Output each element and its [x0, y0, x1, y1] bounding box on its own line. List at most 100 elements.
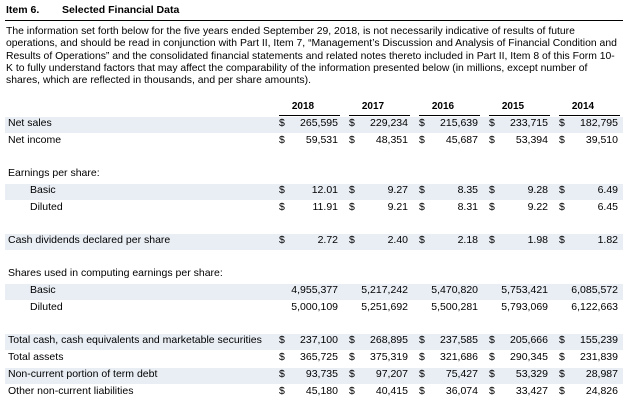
cell-value: 11.91: [312, 201, 339, 213]
currency-sign: $: [419, 117, 425, 129]
cell-value: 24,826: [585, 385, 618, 397]
cell-value: 2.40: [387, 234, 408, 246]
cell-value: 155,239: [580, 334, 618, 346]
currency-sign: $: [279, 334, 285, 346]
currency-sign: $: [489, 134, 495, 146]
currency-sign: $: [559, 368, 565, 380]
section-title: Selected Financial Data: [62, 4, 180, 16]
cell-value: 6.45: [597, 201, 618, 213]
currency-sign: $: [349, 234, 355, 246]
cell-value: 4,955,377: [291, 284, 338, 296]
cell-value: 97,207: [375, 368, 408, 380]
row-label: Cash dividends declared per share: [8, 234, 171, 246]
cell-value: 1.82: [597, 234, 618, 246]
cell-value: 365,725: [300, 351, 338, 363]
cell-value: 9.28: [527, 184, 548, 196]
cell-value: 5,000,109: [291, 301, 338, 313]
column-year: 2016: [431, 101, 455, 112]
currency-sign: $: [279, 234, 285, 246]
cell-value: 53,329: [515, 368, 548, 380]
currency-sign: $: [559, 201, 565, 213]
currency-sign: $: [489, 184, 495, 196]
cell-value: 5,753,421: [501, 284, 548, 296]
cell-value: 233,715: [510, 117, 548, 129]
row-shade: [5, 234, 623, 250]
currency-sign: $: [279, 134, 285, 146]
currency-sign: $: [489, 385, 495, 397]
currency-sign: $: [279, 184, 285, 196]
cell-value: 45,180: [305, 385, 338, 397]
column-year: 2015: [501, 101, 525, 112]
cell-value: 39,510: [585, 134, 618, 146]
row-label: Basic: [30, 184, 56, 196]
row-shade: [5, 284, 623, 300]
row-label: Net income: [8, 134, 62, 146]
row-shade: [5, 368, 623, 384]
currency-sign: $: [349, 117, 355, 129]
cell-value: 268,895: [370, 334, 408, 346]
currency-sign: $: [419, 201, 425, 213]
cell-value: 36,074: [445, 385, 478, 397]
currency-sign: $: [419, 368, 425, 380]
cell-value: 205,666: [510, 334, 548, 346]
row-label: Diluted: [30, 201, 63, 213]
column-rule: [489, 115, 550, 116]
column-year: 2014: [571, 101, 595, 112]
cell-value: 237,100: [300, 334, 338, 346]
currency-sign: $: [349, 201, 355, 213]
cell-value: 5,217,242: [361, 284, 408, 296]
section-label: Shares used in computing earnings per sh…: [8, 267, 223, 279]
currency-sign: $: [279, 368, 285, 380]
cell-value: 1.98: [527, 234, 548, 246]
currency-sign: $: [419, 134, 425, 146]
currency-sign: $: [559, 117, 565, 129]
column-year: 2017: [361, 101, 385, 112]
cell-value: 75,427: [445, 368, 478, 380]
row-shade: [5, 117, 623, 133]
currency-sign: $: [559, 351, 565, 363]
column-year: 2018: [291, 101, 315, 112]
cell-value: 182,795: [580, 117, 618, 129]
currency-sign: $: [419, 234, 425, 246]
column-rule: [279, 115, 340, 116]
cell-value: 8.31: [457, 201, 478, 213]
cell-value: 290,345: [510, 351, 548, 363]
row-shade: [5, 334, 623, 350]
currency-sign: $: [419, 351, 425, 363]
currency-sign: $: [489, 351, 495, 363]
cell-value: 12.01: [311, 184, 338, 196]
currency-sign: $: [489, 117, 495, 129]
item-number: Item 6.: [6, 4, 40, 16]
currency-sign: $: [349, 368, 355, 380]
cell-value: 215,639: [440, 117, 478, 129]
cell-value: 9.27: [387, 184, 408, 196]
currency-sign: $: [279, 351, 285, 363]
currency-sign: $: [559, 134, 565, 146]
cell-value: 2.18: [457, 234, 478, 246]
currency-sign: $: [489, 334, 495, 346]
cell-value: 2.72: [317, 234, 338, 246]
cell-value: 5,500,281: [431, 301, 478, 313]
currency-sign: $: [559, 385, 565, 397]
cell-value: 28,987: [585, 368, 618, 380]
row-label: Total cash, cash equivalents and marketa…: [8, 334, 262, 346]
cell-value: 229,234: [370, 117, 408, 129]
row-label: Total assets: [8, 351, 64, 363]
currency-sign: $: [489, 234, 495, 246]
cell-value: 59,531: [305, 134, 338, 146]
cell-value: 9.21: [387, 201, 408, 213]
currency-sign: $: [559, 334, 565, 346]
row-label: Non-current portion of term debt: [8, 368, 158, 380]
currency-sign: $: [419, 184, 425, 196]
currency-sign: $: [559, 184, 565, 196]
intro-paragraph: The information set forth below for the …: [6, 26, 617, 87]
cell-value: 321,686: [440, 351, 478, 363]
currency-sign: $: [419, 385, 425, 397]
currency-sign: $: [349, 385, 355, 397]
row-label: Basic: [30, 284, 56, 296]
currency-sign: $: [559, 234, 565, 246]
cell-value: 231,839: [580, 351, 618, 363]
currency-sign: $: [279, 117, 285, 129]
cell-value: 265,595: [300, 117, 338, 129]
